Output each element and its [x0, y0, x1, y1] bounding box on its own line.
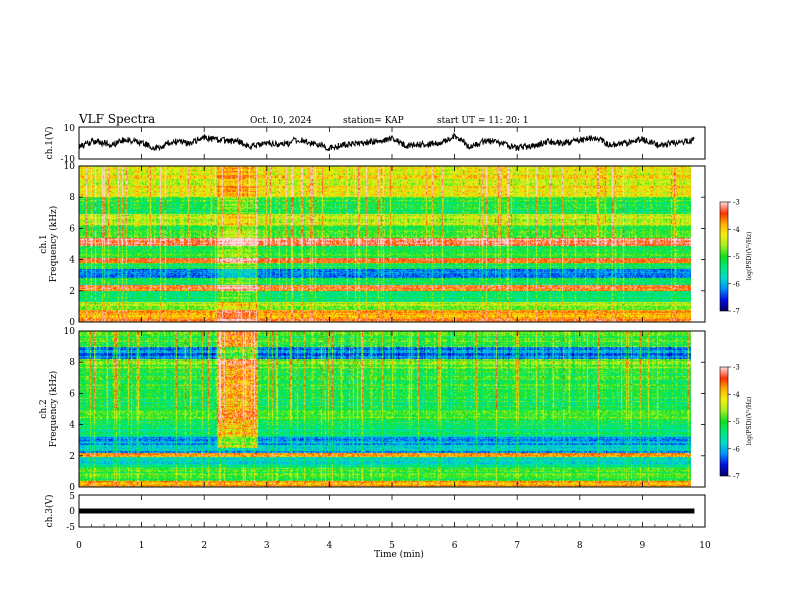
- ch3-ytick-top: 5: [69, 492, 75, 502]
- ch3-ytick-bottom: -5: [66, 523, 75, 533]
- ch2-spectrogram-yticks: 0 2 4 6 8 10: [64, 327, 705, 493]
- time-tick-label: 8: [577, 541, 583, 551]
- time-axis: 0 1 2 3 4 5 6 7 8 9 10: [76, 127, 711, 551]
- ch1-ytick-label: 0: [69, 318, 75, 328]
- ch1-colorbar-gradient: [720, 202, 728, 311]
- ch1-ytick-label: 10: [64, 162, 76, 172]
- ch2-colorbar-ticks: -3 -4 -5 -6 -7: [728, 364, 740, 481]
- time-tick-label: 5: [389, 541, 395, 551]
- ch1-spectrogram-panel: 0 2 4 6 8 10 ch.1 Frequency (kHz): [39, 162, 706, 328]
- colorbar-tick-label: -5: [733, 253, 740, 261]
- ch1-waveform-trace: [78, 131, 695, 152]
- time-tick-label: 9: [640, 541, 646, 551]
- ch1-ytick-bottom: -10: [61, 155, 76, 165]
- ch1-spectrogram-ylabel-frequency: Frequency (kHz): [48, 206, 59, 283]
- ch1-ytick-label: 8: [69, 193, 75, 203]
- ch3-waveform-panel: 5 0 -5 ch.3(V): [44, 492, 706, 533]
- ch2-ytick-label: 2: [69, 452, 75, 462]
- ch2-ytick-label: 4: [69, 421, 75, 431]
- time-tick-label: 10: [699, 541, 711, 551]
- figure-title: VLF Spectra: [78, 112, 155, 126]
- time-tick-label: 3: [264, 541, 270, 551]
- ch1-ytick-label: 6: [69, 224, 75, 234]
- colorbar-tick-label: -6: [733, 280, 740, 288]
- date-label: Oct. 10, 2024: [250, 116, 312, 126]
- ch1-spectrogram-ylabel-channel: ch.1: [39, 234, 49, 253]
- station-label: station= KAP: [343, 116, 404, 126]
- colorbar-tick-label: -7: [733, 473, 740, 481]
- ch3-waveform-trace: [79, 508, 695, 514]
- time-tick-label: 1: [139, 541, 145, 551]
- ch1-colorbar-label: log(PSD)(V²/Hz): [746, 232, 753, 281]
- colorbar-tick-label: -6: [733, 445, 740, 453]
- ch2-ytick-label: 8: [69, 358, 75, 368]
- ch2-colorbar-label: log(PSD)(V²/Hz): [746, 397, 753, 446]
- ch2-ytick-label: 6: [69, 389, 75, 399]
- ch2-ytick-label: 0: [69, 483, 75, 493]
- ch2-colorbar: -3 -4 -5 -6 -7 log(PSD)(V²/Hz): [719, 364, 753, 481]
- ch1-waveform-panel: 10 -10 ch.1(V): [44, 124, 706, 165]
- ch2-colorbar-gradient: [720, 367, 728, 476]
- ch1-waveform-ylabel: ch.1(V): [44, 127, 55, 160]
- colorbar-tick-label: -4: [733, 226, 740, 234]
- ch3-waveform-ylabel: ch.3(V): [44, 495, 55, 528]
- colorbar-tick-label: -7: [733, 308, 740, 316]
- ch3-ytick-middle: 0: [69, 507, 75, 517]
- colorbar-tick-label: -3: [733, 199, 740, 207]
- colorbar-tick-label: -3: [733, 364, 740, 372]
- ch1-ytick-top: 10: [64, 124, 76, 134]
- ch2-spectrogram-panel: 0 2 4 6 8 10 ch.2 Frequency (kHz): [39, 327, 706, 493]
- ch1-spectrogram-yticks: 0 2 4 6 8 10: [64, 162, 705, 328]
- time-tick-label: 2: [201, 541, 207, 551]
- ch1-spectrogram-image: [79, 166, 691, 322]
- time-tick-label: 6: [452, 541, 458, 551]
- ch2-spectrogram-ylabel-frequency: Frequency (kHz): [48, 371, 59, 448]
- ch1-ytick-label: 2: [69, 287, 75, 297]
- ch2-spectrogram-image: [79, 331, 691, 487]
- ch1-colorbar: -3 -4 -5 -6 -7 log(PSD)(V²/Hz): [719, 199, 753, 316]
- start-time-label: start UT = 11: 20: 1: [437, 116, 529, 126]
- colorbar-tick-label: -5: [733, 418, 740, 426]
- ch2-ytick-label: 10: [64, 327, 76, 337]
- ch2-spectrogram-ylabel-channel: ch.2: [39, 399, 49, 418]
- time-tick-label: 0: [76, 541, 82, 551]
- colorbar-tick-label: -4: [733, 391, 740, 399]
- time-tick-label: 4: [327, 541, 333, 551]
- ch1-colorbar-ticks: -3 -4 -5 -6 -7: [728, 199, 740, 316]
- time-axis-label: Time (min): [374, 549, 424, 560]
- time-tick-label: 7: [514, 541, 520, 551]
- ch1-ytick-label: 4: [69, 256, 75, 266]
